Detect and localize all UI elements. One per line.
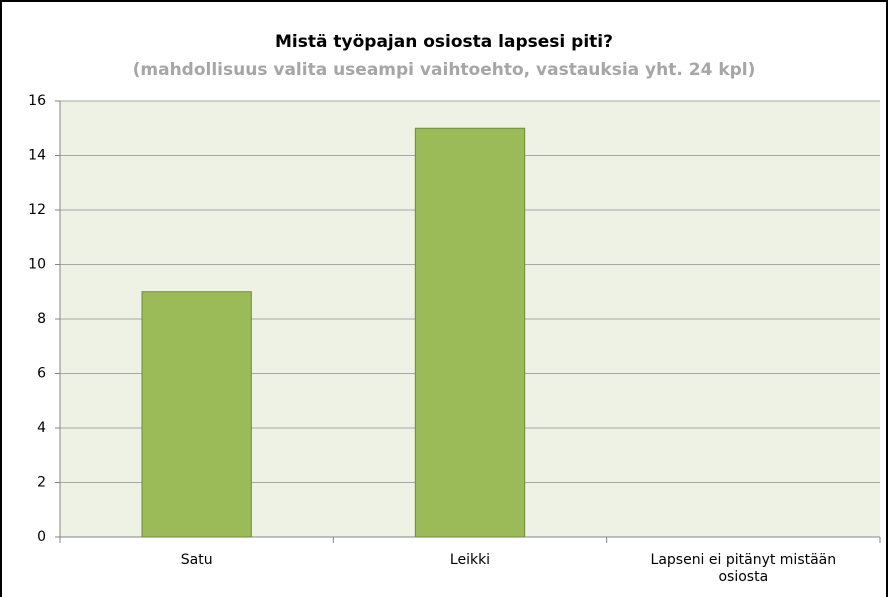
bar: [414, 127, 526, 538]
y-tick-label: 14: [28, 148, 46, 164]
x-tick-label: Leikki: [449, 552, 491, 568]
y-tick-label: 8: [37, 311, 46, 327]
y-tick-label: 0: [37, 529, 46, 545]
y-tick-label: 12: [28, 202, 46, 218]
chart-title: Mistä työpajan osiosta lapsesi piti?: [275, 32, 613, 52]
y-tick-label: 16: [28, 93, 46, 109]
bar: [141, 291, 252, 538]
y-tick-label: 10: [28, 257, 46, 273]
y-tick-label: 2: [37, 475, 46, 491]
x-tick-label: Lapseni ei pitänyt mistään osiosta: [650, 552, 837, 585]
x-tick-label: Satu: [180, 552, 213, 568]
y-tick-label: 6: [37, 366, 46, 382]
y-tick-label: 4: [37, 420, 46, 436]
chart-subtitle: (mahdollisuus valita useampi vaihtoehto,…: [133, 60, 756, 80]
